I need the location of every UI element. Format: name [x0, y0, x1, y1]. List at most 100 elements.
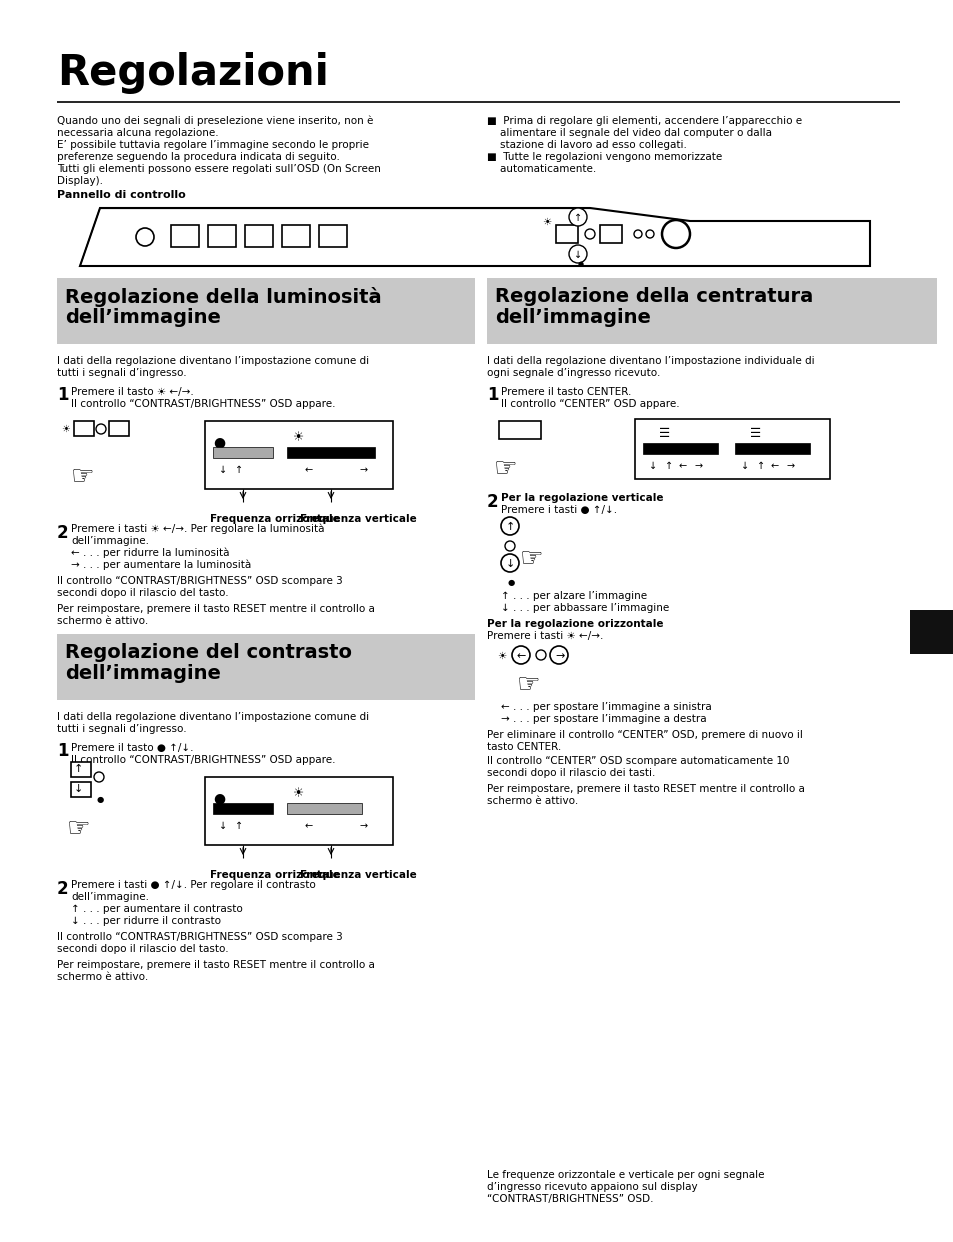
Text: Premere i tasti ☀ ←/→. Per regolare la luminosità: Premere i tasti ☀ ←/→. Per regolare la l… [71, 524, 324, 534]
Text: →: → [786, 461, 794, 471]
Circle shape [634, 230, 641, 238]
Text: necessaria alcuna regolazione.: necessaria alcuna regolazione. [57, 128, 218, 138]
Text: Il controllo “CONTRAST/BRIGHTNESS” OSD scompare 3: Il controllo “CONTRAST/BRIGHTNESS” OSD s… [57, 932, 342, 941]
Text: Per reimpostare, premere il tasto RESET mentre il controllo a: Per reimpostare, premere il tasto RESET … [57, 960, 375, 970]
Text: ☰: ☰ [749, 427, 760, 440]
Circle shape [536, 650, 545, 660]
Text: ↓: ↓ [219, 465, 227, 474]
Text: ●: ● [213, 791, 225, 805]
Bar [318, 225, 347, 247]
Text: ↑: ↑ [574, 212, 581, 224]
Bar [282, 225, 310, 247]
Bar [635, 419, 829, 479]
Text: tutti i segnali d’ingresso.: tutti i segnali d’ingresso. [57, 724, 187, 734]
Text: →: → [695, 461, 702, 471]
Text: ☀: ☀ [61, 424, 70, 433]
Text: stazione di lavoro ad esso collegati.: stazione di lavoro ad esso collegati. [486, 140, 686, 150]
Bar [171, 225, 199, 247]
Text: schermo è attivo.: schermo è attivo. [486, 796, 578, 806]
Text: dell’immagine: dell’immagine [65, 664, 221, 683]
Text: ↑: ↑ [505, 522, 515, 532]
Text: I dati della regolazione diventano l’impostazione comune di: I dati della regolazione diventano l’imp… [57, 356, 369, 366]
Text: Per reimpostare, premere il tasto RESET mentre il controllo a: Per reimpostare, premere il tasto RESET … [57, 604, 375, 614]
Text: I dati della regolazione diventano l’impostazione individuale di: I dati della regolazione diventano l’imp… [486, 356, 814, 366]
Text: Frequenza orrizontale: Frequenza orrizontale [210, 514, 339, 524]
Text: ↑: ↑ [757, 461, 764, 471]
Text: ☀: ☀ [293, 787, 304, 800]
Text: ☞: ☞ [519, 546, 543, 573]
Text: dell’immagine: dell’immagine [495, 308, 650, 327]
Text: ←: ← [770, 461, 779, 471]
Text: ↓: ↓ [74, 784, 83, 794]
Text: ●: ● [213, 435, 225, 450]
Text: Per reimpostare, premere il tasto RESET mentre il controllo a: Per reimpostare, premere il tasto RESET … [486, 784, 804, 794]
Text: Frequenza verticale: Frequenza verticale [299, 869, 416, 881]
Text: ↑: ↑ [74, 764, 83, 774]
Text: Il controllo “CONTRAST/BRIGHTNESS” OSD appare.: Il controllo “CONTRAST/BRIGHTNESS” OSD a… [71, 755, 335, 765]
Text: → . . . per aumentare la luminosità: → . . . per aumentare la luminosità [71, 560, 251, 570]
Text: →: → [555, 651, 564, 661]
Text: ↓: ↓ [740, 461, 748, 471]
Text: ●: ● [97, 795, 104, 804]
Text: I dati della regolazione diventano l’impostazione comune di: I dati della regolazione diventano l’imp… [57, 712, 369, 722]
Bar [71, 763, 91, 777]
Text: secondi dopo il rilascio dei tasti.: secondi dopo il rilascio dei tasti. [486, 768, 655, 777]
Text: ←: ← [517, 651, 526, 661]
Text: secondi dopo il rilascio del tasto.: secondi dopo il rilascio del tasto. [57, 944, 229, 954]
Bar [205, 777, 393, 845]
Text: Premere i tasti ☀ ←/→.: Premere i tasti ☀ ←/→. [486, 631, 602, 641]
Text: 2: 2 [57, 524, 69, 542]
Text: ☀: ☀ [497, 651, 506, 661]
Text: Pannello di controllo: Pannello di controllo [57, 190, 186, 200]
Text: preferenze seguendo la procedura indicata di seguito.: preferenze seguendo la procedura indicat… [57, 152, 339, 161]
Bar [71, 782, 91, 797]
Text: ■  Prima di regolare gli elementi, accendere l’apparecchio e: ■ Prima di regolare gli elementi, accend… [486, 116, 801, 125]
Bar [287, 447, 375, 458]
Bar [208, 225, 235, 247]
Text: tasto CENTER.: tasto CENTER. [486, 741, 560, 751]
Text: 1: 1 [57, 741, 69, 760]
Bar [909, 610, 953, 655]
Circle shape [96, 424, 106, 433]
Text: ↓ . . . per ridurre il contrasto: ↓ . . . per ridurre il contrasto [71, 917, 221, 927]
Text: →: → [359, 821, 368, 831]
Text: Per la regolazione orizzontale: Per la regolazione orizzontale [486, 619, 662, 628]
Text: Quando uno dei segnali di preselezione viene inserito, non è: Quando uno dei segnali di preselezione v… [57, 116, 373, 127]
Circle shape [568, 245, 586, 263]
Text: ☰: ☰ [659, 427, 670, 440]
Text: ●: ● [507, 578, 515, 587]
Bar [642, 443, 718, 455]
Text: ☀: ☀ [541, 217, 551, 227]
Text: Frequenza orrizontale: Frequenza orrizontale [210, 869, 339, 881]
Text: ■  Tutte le regolazioni vengono memorizzate: ■ Tutte le regolazioni vengono memorizza… [486, 152, 721, 161]
Bar [74, 421, 94, 436]
Text: Regolazione della luminosità: Regolazione della luminosità [65, 287, 381, 307]
Bar [109, 421, 129, 436]
Bar [287, 804, 361, 814]
Text: Regolazione della centratura: Regolazione della centratura [495, 287, 812, 306]
Text: Per la regolazione verticale: Per la regolazione verticale [500, 493, 662, 503]
Text: 1: 1 [486, 386, 498, 404]
Bar [498, 421, 540, 438]
Text: Il controllo “CONTRAST/BRIGHTNESS” OSD appare.: Il controllo “CONTRAST/BRIGHTNESS” OSD a… [71, 399, 335, 409]
Text: Tutti gli elementi possono essere regolati sull’OSD (On Screen: Tutti gli elementi possono essere regola… [57, 164, 380, 174]
Text: ogni segnale d’ingresso ricevuto.: ogni segnale d’ingresso ricevuto. [486, 368, 659, 378]
Text: “CONTRAST/BRIGHTNESS” OSD.: “CONTRAST/BRIGHTNESS” OSD. [486, 1194, 653, 1203]
Text: Il controllo “CENTER” OSD appare.: Il controllo “CENTER” OSD appare. [500, 399, 679, 409]
Text: ↓: ↓ [574, 250, 581, 260]
Circle shape [94, 773, 104, 782]
Text: Premere il tasto CENTER.: Premere il tasto CENTER. [500, 388, 631, 397]
Text: Il controllo “CONTRAST/BRIGHTNESS” OSD scompare 3: Il controllo “CONTRAST/BRIGHTNESS” OSD s… [57, 576, 342, 586]
Text: schermo è attivo.: schermo è attivo. [57, 616, 148, 626]
Bar [205, 421, 393, 489]
Text: 2: 2 [486, 493, 498, 510]
Text: ←: ← [305, 465, 313, 474]
Circle shape [568, 207, 586, 226]
Text: ☞: ☞ [517, 672, 540, 698]
Text: Per eliminare il controllo “CENTER” OSD, premere di nuovo il: Per eliminare il controllo “CENTER” OSD,… [486, 730, 802, 740]
Text: tutti i segnali d’ingresso.: tutti i segnali d’ingresso. [57, 368, 187, 378]
Text: secondi dopo il rilascio del tasto.: secondi dopo il rilascio del tasto. [57, 587, 229, 597]
Circle shape [500, 517, 518, 535]
Text: 1: 1 [57, 386, 69, 404]
Text: ☀: ☀ [293, 431, 304, 443]
